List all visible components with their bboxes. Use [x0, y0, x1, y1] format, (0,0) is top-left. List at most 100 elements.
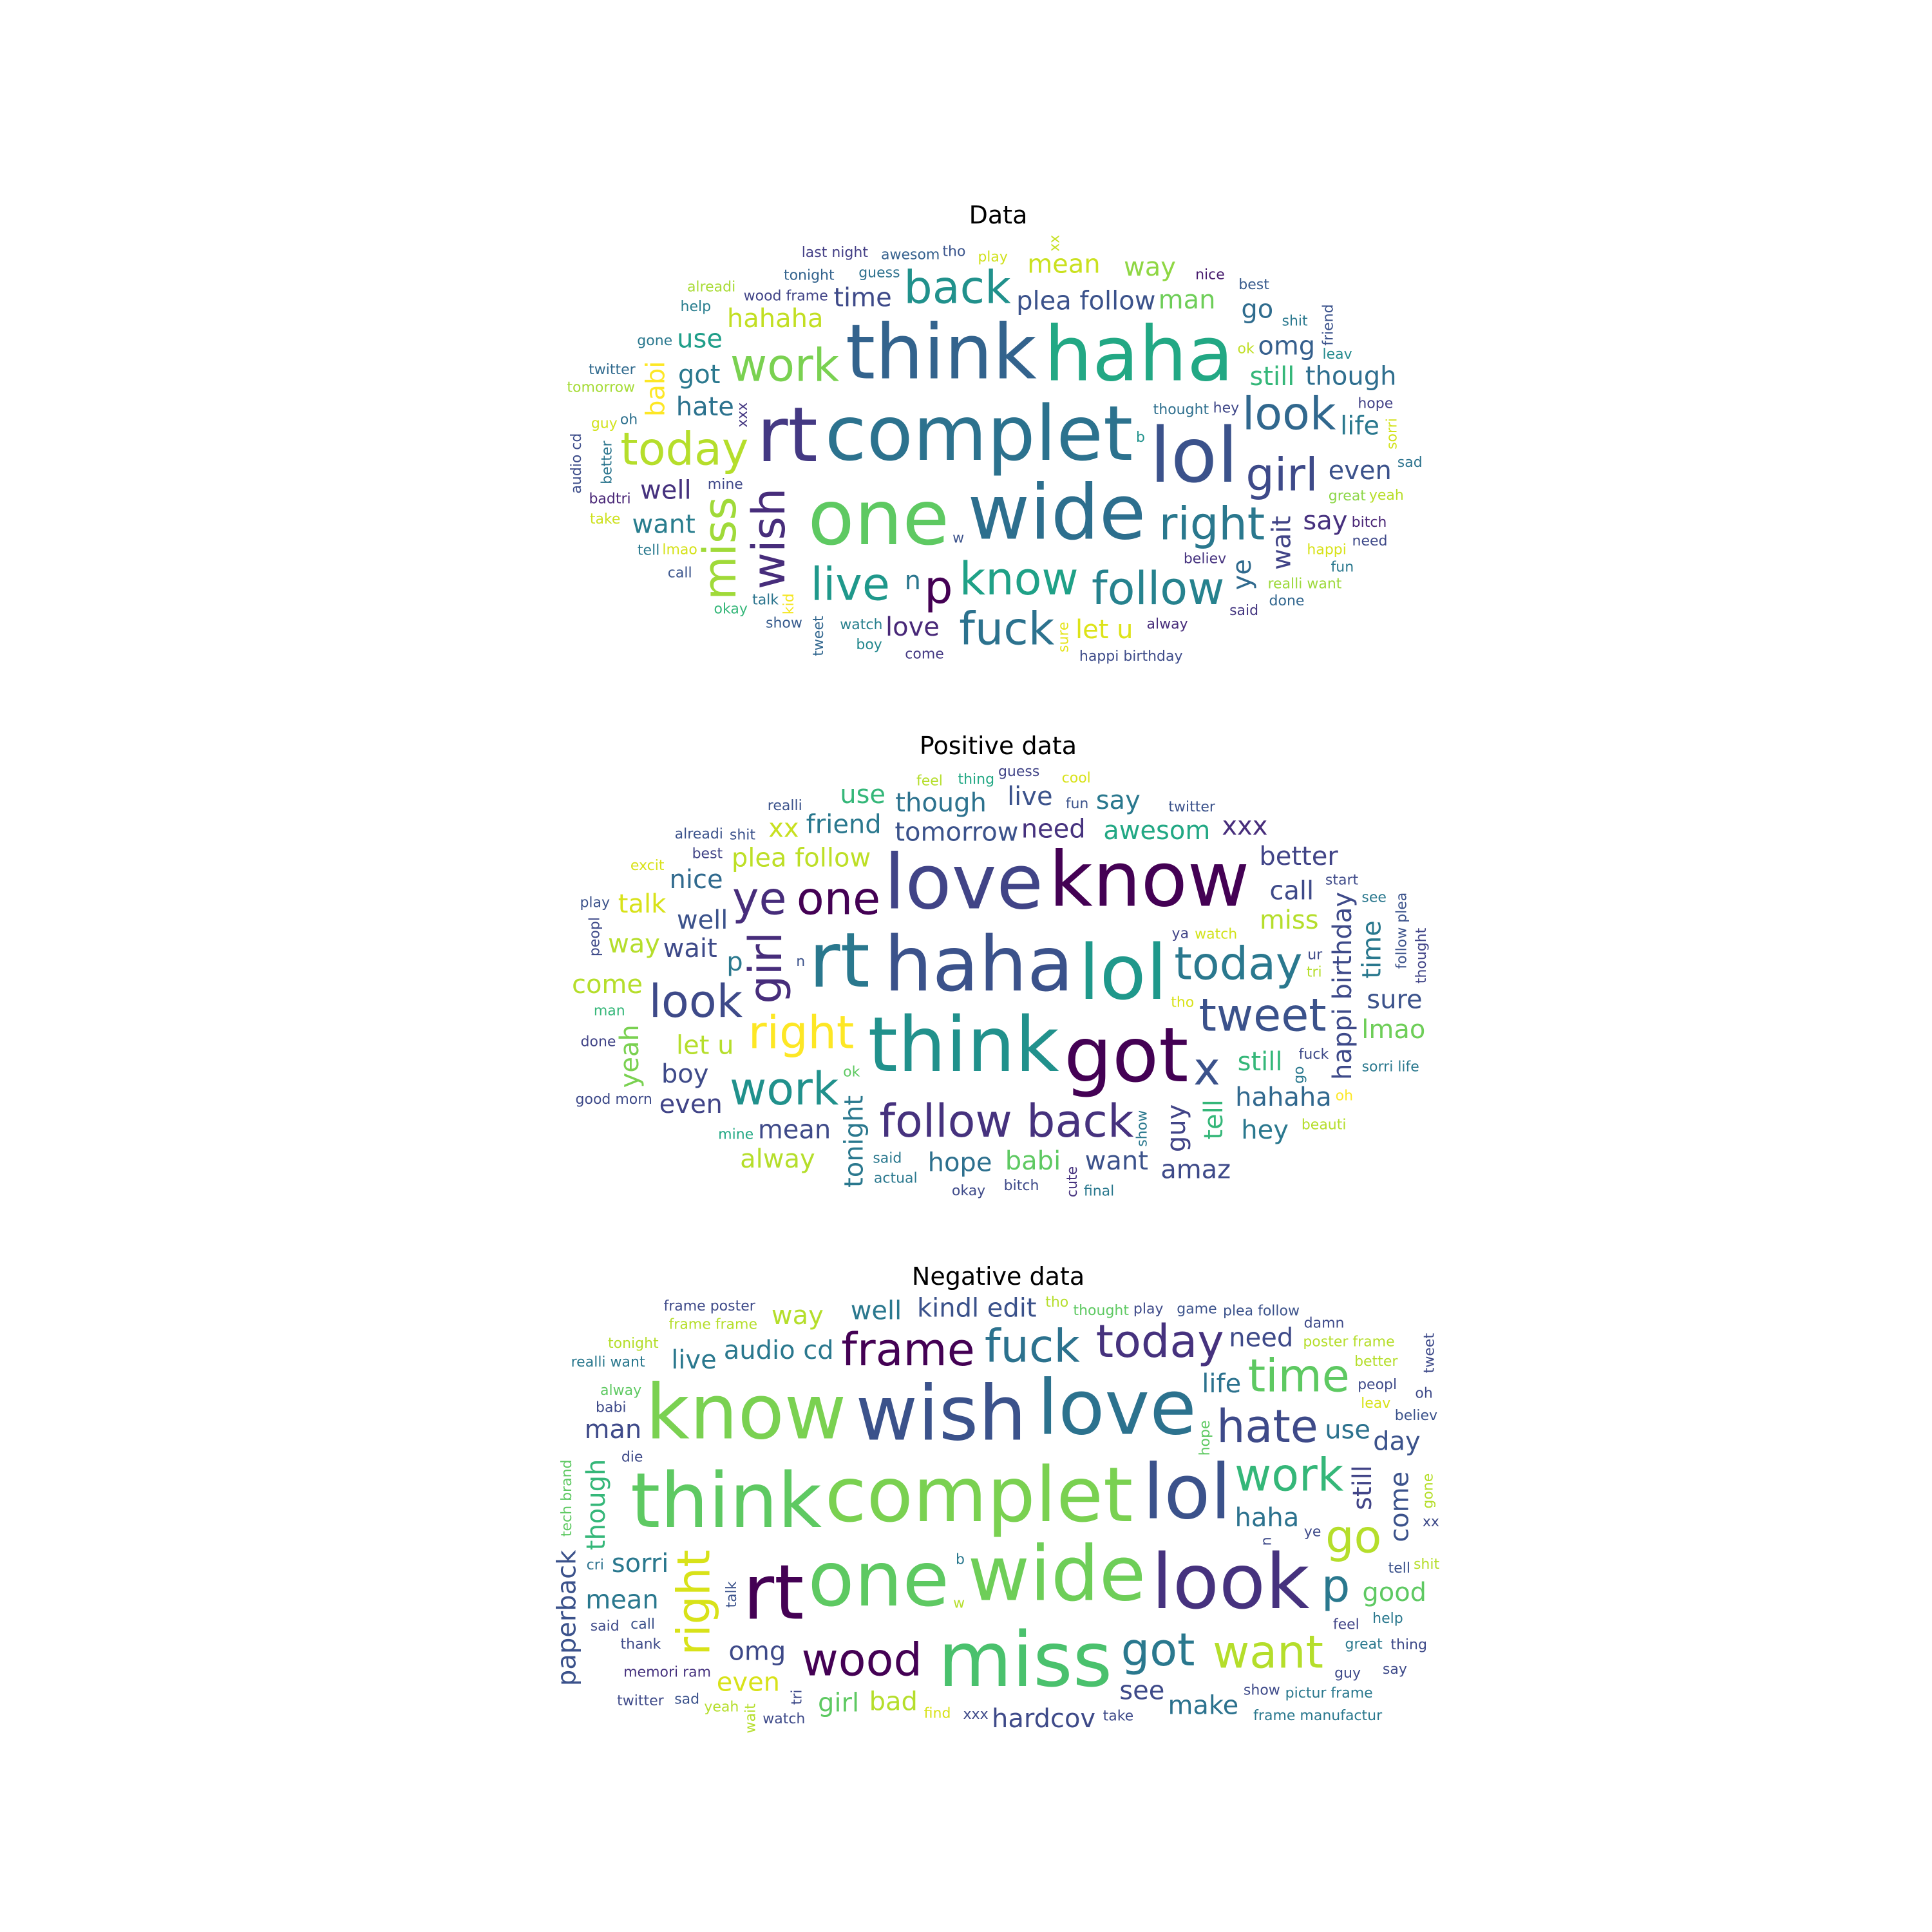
cloud-word-xx: xx — [768, 813, 799, 843]
cloud-word-badtri: badtri — [589, 491, 630, 507]
cloud-word-let-u: let u — [1075, 615, 1133, 645]
cloud-word-right: right — [1159, 497, 1265, 550]
cloud-word-man: man — [594, 1003, 625, 1019]
cloud-word-make: make — [1168, 1690, 1238, 1720]
cloud-word-though: though — [895, 788, 987, 818]
cloud-word-talk: talk — [752, 592, 779, 608]
cloud-word-shit: shit — [1414, 1557, 1440, 1573]
cloud-word-time: time — [833, 283, 891, 313]
cloud-word-plea-follow: plea follow — [1016, 287, 1155, 316]
cloud-word-p: p — [726, 947, 743, 977]
cloud-word-need: need — [1352, 533, 1388, 549]
cloud-word-friend: friend — [806, 810, 882, 839]
cloud-word-tho: tho — [942, 243, 965, 260]
cloud-word-twitter: twitter — [1168, 799, 1216, 815]
cloud-word-need: need — [1229, 1323, 1293, 1353]
cloud-word-die: die — [621, 1449, 643, 1465]
cloud-word-help: help — [1372, 1611, 1403, 1627]
cloud-word-happi-birthday: happi birthday — [1328, 892, 1358, 1080]
cloud-word-still: still — [1238, 1047, 1283, 1077]
panel-title-data: Data — [969, 201, 1028, 229]
cloud-word-fuck: fuck — [959, 602, 1054, 655]
cloud-word-know: know — [960, 553, 1079, 605]
panel-title-negative: Negative data — [911, 1262, 1085, 1291]
cloud-word-miss: miss — [1260, 905, 1319, 935]
cloud-word-want: want — [1213, 1626, 1323, 1679]
cloud-word-n: n — [905, 566, 921, 596]
cloud-word-well: well — [640, 476, 692, 506]
cloud-word-hope: hope — [1197, 1421, 1213, 1456]
cloud-word-b: b — [1136, 430, 1145, 446]
cloud-word-haha: haha — [884, 920, 1074, 1009]
cloud-word-play: play — [1133, 1302, 1164, 1318]
cloud-word-yeah: yeah — [704, 1700, 739, 1716]
cloud-word-right: right — [748, 1007, 854, 1059]
cloud-word-beauti: beauti — [1302, 1117, 1347, 1133]
cloud-word-use: use — [1325, 1416, 1370, 1445]
cloud-word-alway: alway — [600, 1383, 641, 1399]
cloud-word-nice: nice — [670, 865, 723, 895]
cloud-word-thing: thing — [1390, 1637, 1427, 1653]
cloud-word-miss: miss — [694, 497, 746, 600]
cloud-word-say: say — [1303, 506, 1347, 536]
cloud-word-time: time — [1248, 1349, 1350, 1402]
cloud-word-follow-back: follow back — [879, 1095, 1134, 1148]
cloud-word-wish: wish — [743, 488, 795, 590]
cloud-word-wood-frame: wood frame — [744, 288, 828, 304]
cloud-word-hate: hate — [676, 392, 734, 422]
cloud-word-lol: lol — [1079, 928, 1168, 1017]
cloud-word-watch: watch — [840, 617, 882, 633]
cloud-word-way: way — [772, 1301, 824, 1331]
cloud-word-tell: tell — [1199, 1099, 1229, 1140]
cloud-word-fun: fun — [1066, 796, 1089, 812]
cloud-word-girl: girl — [739, 932, 792, 1004]
cloud-word-look: look — [649, 975, 743, 1028]
cloud-word-okay: okay — [714, 601, 748, 617]
cloud-word-ye: ye — [732, 872, 787, 925]
cloud-word-n: n — [796, 954, 805, 970]
cloud-word-kid: kid — [781, 593, 797, 614]
cloud-word-use: use — [840, 780, 886, 810]
cloud-word-awesom: awesom — [1103, 816, 1210, 846]
cloud-word-tho: tho — [1045, 1294, 1068, 1311]
cloud-word-man: man — [584, 1415, 641, 1444]
cloud-word-shit: shit — [730, 827, 756, 843]
cloud-word-audio-cd: audio cd — [569, 433, 585, 494]
cloud-word-day: day — [1373, 1426, 1421, 1456]
cloud-word-still: still — [1348, 1465, 1378, 1510]
cloud-word-say: say — [1383, 1662, 1407, 1678]
cloud-word-best: best — [692, 846, 723, 862]
cloud-word-lol: lol — [1142, 1447, 1231, 1536]
cloud-word-hope: hope — [928, 1148, 992, 1177]
cloud-word-n: n — [1259, 1537, 1275, 1546]
cloud-word-way: way — [1124, 252, 1176, 282]
panel-title-positive: Positive data — [919, 732, 1077, 760]
cloud-word-think: think — [846, 307, 1037, 396]
cloud-word-want: want — [632, 510, 696, 540]
cloud-word-see: see — [1361, 890, 1387, 906]
cloud-word-sad: sad — [674, 1691, 699, 1707]
cloud-word-p: p — [924, 561, 952, 614]
cloud-word-let-u: let u — [676, 1031, 734, 1061]
cloud-word-today: today — [620, 422, 748, 475]
cloud-word-ye: ye — [1304, 1524, 1321, 1540]
cloud-word-need: need — [1021, 814, 1086, 844]
cloud-word-lmao: lmao — [1361, 1015, 1425, 1045]
cloud-word-tomorrow: tomorrow — [895, 818, 1018, 848]
cloud-word-peopl: peopl — [587, 917, 603, 956]
cloud-word-last-night: last night — [802, 245, 869, 261]
cloud-word-show: show — [1134, 1110, 1150, 1147]
cloud-word-realli: realli — [768, 798, 802, 814]
cloud-word-tweet: tweet — [811, 616, 827, 656]
cloud-word-mean: mean — [1027, 250, 1100, 279]
cloud-word-happi-birthday: happi birthday — [1079, 649, 1183, 665]
cloud-word-watch: watch — [762, 1711, 805, 1727]
cloud-word-thing: thing — [958, 772, 994, 788]
cloud-word-boy: boy — [856, 637, 882, 653]
cloud-word-right: right — [668, 1549, 721, 1655]
cloud-word-take: take — [1103, 1709, 1134, 1725]
cloud-word-well: well — [677, 905, 728, 935]
cloud-word-ur: ur — [1307, 947, 1323, 963]
